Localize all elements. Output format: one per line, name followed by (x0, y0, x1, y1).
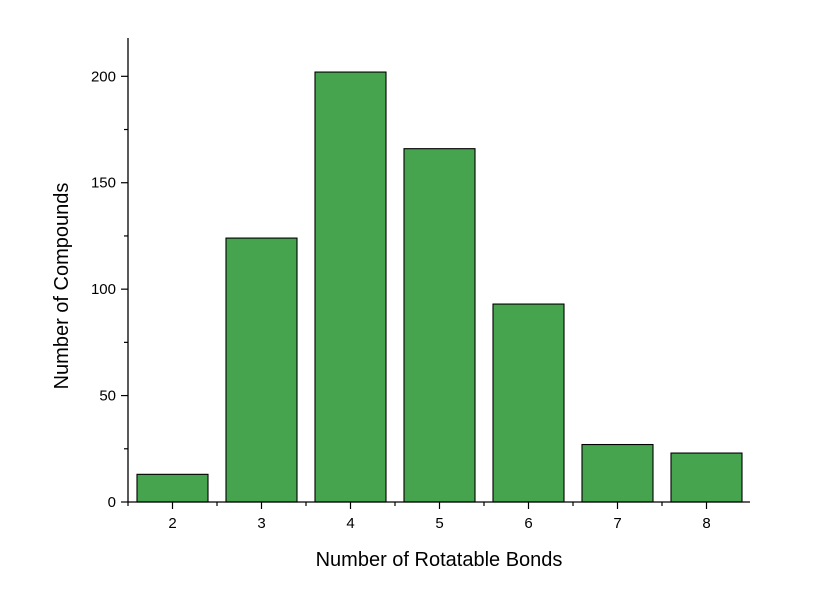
y-axis-title: Number of Compounds (51, 183, 73, 390)
bar-6 (492, 303, 565, 503)
x-tick-label: 3 (257, 515, 265, 532)
bar-2 (136, 473, 209, 503)
bar-8 (670, 452, 743, 503)
y-tick-label: 0 (108, 494, 116, 511)
x-tick-label: 7 (613, 515, 621, 532)
x-tick-label: 8 (702, 515, 710, 532)
x-tick-label: 4 (346, 515, 354, 532)
x-axis-ticks: 2 3 4 5 6 7 8 (127, 502, 711, 532)
bar-4 (314, 71, 387, 503)
bars-group (136, 71, 743, 503)
y-axis-ticks: 0 50 100 150 200 (91, 68, 128, 511)
x-axis-title: Number of Rotatable Bonds (316, 549, 563, 571)
x-tick-label: 6 (524, 515, 532, 532)
x-tick-label: 5 (435, 515, 443, 532)
y-tick-label: 200 (91, 68, 116, 85)
bar-7 (581, 443, 654, 503)
y-tick-label: 50 (99, 388, 116, 405)
bar-5 (403, 148, 476, 503)
x-tick-label: 2 (168, 515, 176, 532)
bar-3 (225, 237, 298, 503)
y-tick-label: 150 (91, 175, 116, 192)
y-tick-label: 100 (91, 281, 116, 298)
